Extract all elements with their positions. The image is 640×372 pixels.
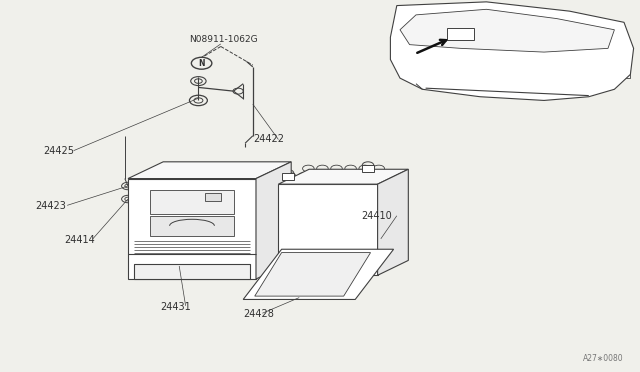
Polygon shape	[278, 169, 408, 184]
Text: 24431: 24431	[160, 302, 191, 312]
Bar	[362, 165, 374, 172]
Bar	[150, 216, 234, 236]
Text: 24425: 24425	[44, 146, 74, 155]
Polygon shape	[255, 253, 371, 296]
Text: 24428: 24428	[243, 310, 274, 319]
Polygon shape	[128, 179, 256, 279]
Text: N: N	[198, 59, 205, 68]
Polygon shape	[134, 264, 250, 279]
Polygon shape	[128, 162, 291, 179]
Text: 24423: 24423	[35, 202, 66, 211]
Text: 24410: 24410	[362, 211, 392, 221]
Polygon shape	[400, 9, 614, 52]
Polygon shape	[256, 162, 291, 279]
Polygon shape	[378, 169, 408, 275]
Polygon shape	[278, 184, 378, 275]
Text: N08911-1062G: N08911-1062G	[189, 35, 257, 44]
Bar	[150, 190, 234, 214]
FancyBboxPatch shape	[447, 28, 474, 40]
Polygon shape	[243, 249, 394, 299]
Bar	[486, 82, 528, 93]
Polygon shape	[390, 2, 634, 100]
Text: 24414: 24414	[64, 235, 95, 245]
Bar	[282, 173, 294, 180]
Bar	[205, 193, 221, 201]
Bar	[614, 52, 630, 78]
Text: A27∗0080: A27∗0080	[584, 354, 624, 363]
Text: 24422: 24422	[253, 135, 284, 144]
